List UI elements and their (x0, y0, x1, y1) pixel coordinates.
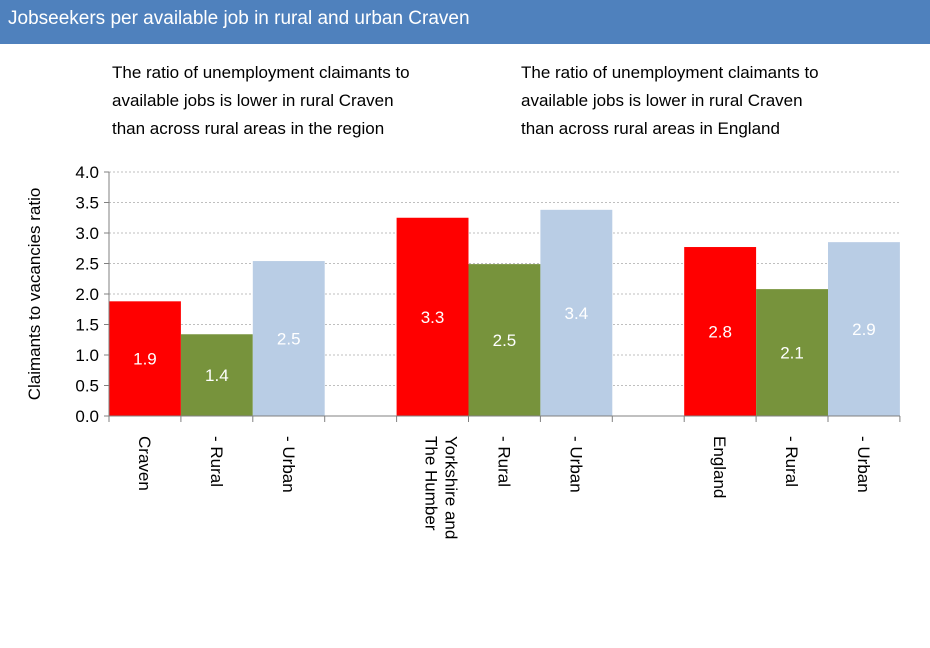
y-tick-label: 1.5 (75, 316, 99, 335)
bar (180, 334, 253, 416)
x-tick-label: Yorkshire andThe Humber (422, 436, 461, 539)
data-label: 2.5 (277, 330, 301, 349)
data-label: 2.1 (780, 344, 804, 363)
y-tick-label: 3.5 (75, 194, 99, 213)
annotation-england: The ratio of unemployment claimants to a… (521, 63, 819, 138)
x-tick-label: England (710, 436, 729, 498)
bar (468, 264, 541, 416)
chart-title: Jobseekers per available job in rural an… (8, 8, 470, 29)
title-bar: Jobseekers per available job in rural an… (0, 0, 930, 44)
bar (828, 242, 900, 416)
data-label: 1.9 (133, 350, 157, 369)
y-tick-label: 0.5 (75, 377, 99, 396)
annotation-region: The ratio of unemployment claimants to a… (112, 63, 410, 138)
data-label: 3.3 (421, 308, 445, 327)
y-tick-label: 3.0 (75, 224, 99, 243)
y-tick-label: 1.0 (75, 346, 99, 365)
data-label: 3.4 (565, 304, 589, 323)
bar (252, 261, 325, 416)
x-tick-label: - Urban (279, 436, 298, 493)
y-tick-label: 2.0 (75, 285, 99, 304)
bar (109, 301, 181, 416)
bar (540, 209, 613, 416)
x-tick-label: - Urban (854, 436, 873, 493)
y-tick-label: 2.5 (75, 255, 99, 274)
y-tick-label: 4.0 (75, 163, 99, 182)
bar (396, 217, 469, 416)
x-tick-label: Craven (135, 436, 154, 491)
data-label: 1.4 (205, 366, 229, 385)
data-label: 2.9 (852, 320, 876, 339)
data-label: 2.5 (493, 331, 517, 350)
y-axis-title: Claimants to vacancies ratio (25, 188, 44, 401)
bar (684, 247, 757, 416)
x-tick-label: - Rural (782, 436, 801, 487)
x-tick-label: - Urban (566, 436, 585, 493)
bar (756, 289, 828, 416)
x-tick-label: - Rural (494, 436, 513, 487)
y-tick-label: 0.0 (75, 407, 99, 426)
x-tick-label: - Rural (207, 436, 226, 487)
data-label: 2.8 (708, 323, 732, 342)
